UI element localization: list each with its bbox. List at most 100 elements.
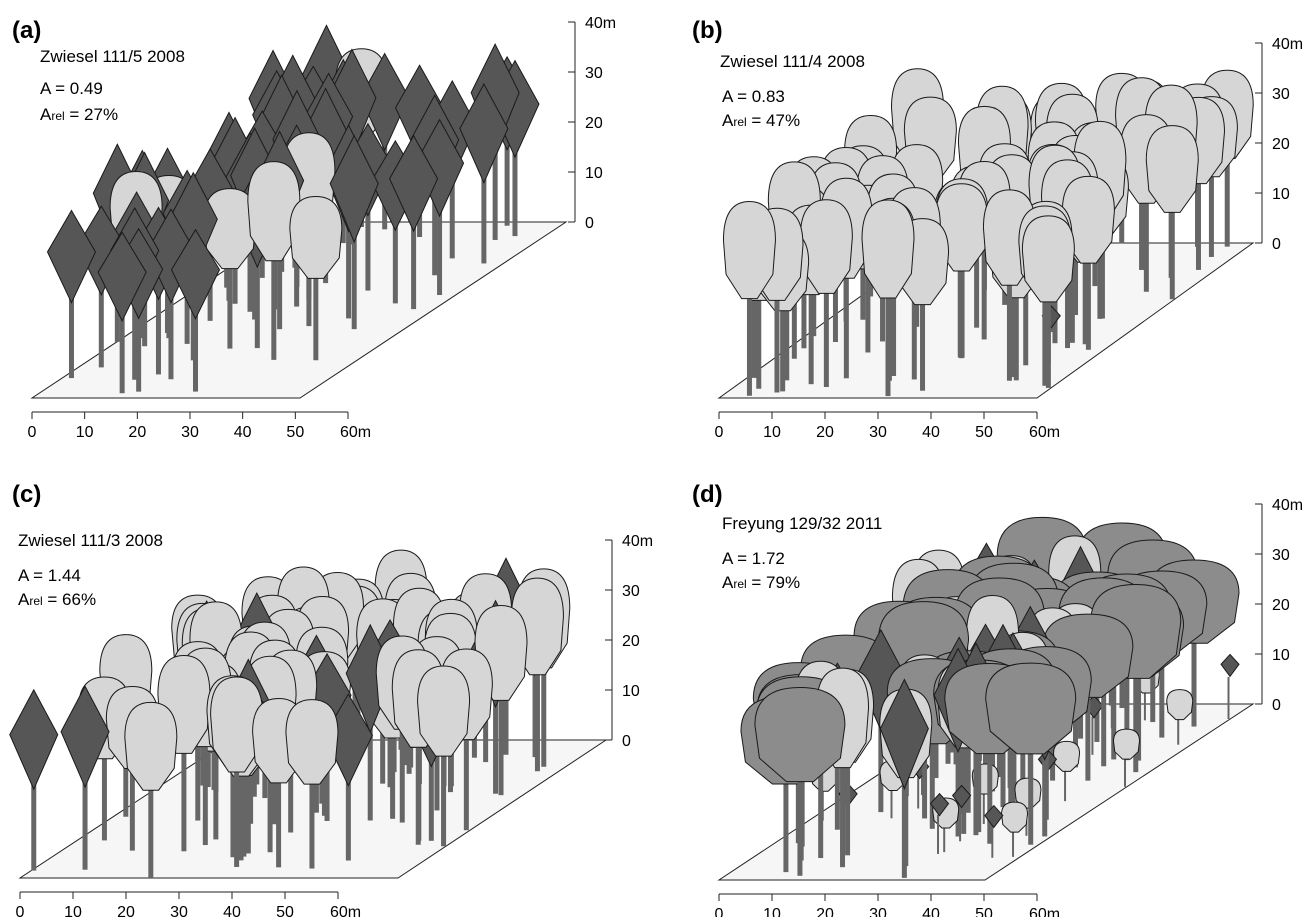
tree [1145, 125, 1199, 300]
tree-stem [840, 737, 846, 868]
tree-stem [1042, 725, 1048, 837]
tree-stem [463, 712, 469, 831]
x-tick-label: 40 [223, 904, 241, 917]
x-axis: 0 10 20 30 40 50 60m [16, 891, 361, 917]
tree-stem [1028, 726, 1034, 845]
z-tick-label: 40m [1272, 497, 1303, 514]
tree-stem [313, 253, 319, 361]
tree-stem [234, 743, 240, 867]
tree [1053, 740, 1081, 802]
tree-stem [890, 780, 893, 819]
conifer-crown [146, 208, 196, 304]
tree-stem [976, 720, 982, 833]
z-tick-label: 30 [622, 583, 640, 600]
arel-value: Arel = 47% [722, 111, 800, 130]
tree-stem [428, 733, 434, 841]
x-tick-label: 20 [128, 424, 146, 441]
tree [46, 209, 97, 379]
broadleaf-crown [285, 699, 339, 785]
tree-stem [271, 230, 277, 360]
tree-stem [801, 242, 807, 349]
tree-stem [1023, 260, 1029, 366]
z-tick-label: 30 [1272, 547, 1290, 564]
tree-stem [974, 222, 980, 328]
tree [289, 196, 343, 361]
tree-stem [492, 112, 498, 240]
tree-stem [181, 724, 187, 852]
tree [285, 699, 339, 869]
z-tick-label: 10 [1272, 647, 1290, 664]
z-tick-label: 20 [622, 633, 640, 650]
panel-letter: (a) [12, 17, 41, 44]
conifer-crown [951, 784, 972, 809]
z-tick-label: 0 [1272, 236, 1281, 253]
tree-stem [1177, 708, 1180, 745]
tree-stem [534, 645, 540, 772]
x-tick-label: 0 [16, 904, 25, 917]
tree [1021, 215, 1075, 388]
tree-stem [512, 122, 518, 237]
tree-stem [1143, 683, 1146, 721]
x-tick-label: 0 [715, 424, 724, 441]
conifer-crown [414, 118, 465, 218]
tree-stem [1191, 618, 1197, 727]
x-tick-label: 10 [76, 424, 94, 441]
tree-stem [901, 748, 907, 878]
tree [417, 665, 471, 847]
broadleaf-crown [1021, 215, 1075, 303]
x-tick-label: 10 [64, 904, 82, 917]
tree-stem [1091, 716, 1094, 755]
a-value: A = 1.44 [18, 566, 81, 585]
broadleaf-crown [722, 201, 776, 300]
tree-stem [504, 115, 510, 226]
tree-stem [1143, 176, 1149, 292]
tree-stem [68, 269, 74, 379]
tree-stem [1208, 152, 1214, 257]
tree [124, 701, 178, 878]
tree-stem [498, 671, 504, 796]
tree-stem [959, 805, 962, 842]
tree-stem [834, 721, 840, 830]
conifer-crown [929, 792, 950, 817]
tree-stem [367, 693, 373, 821]
z-tick-label: 20 [1272, 597, 1290, 614]
x-tick-label: 20 [816, 424, 834, 441]
plot-name: Zwiesel 111/4 2008 [720, 52, 865, 71]
x-tick-label: 50 [286, 424, 304, 441]
tree-stem [254, 231, 260, 349]
z-tick-label: 10 [585, 165, 603, 182]
tree-stem [168, 268, 174, 380]
z-tick-label: 10 [622, 683, 640, 700]
tree-stem [746, 269, 752, 396]
tree-stem [1124, 639, 1130, 761]
conifer-crown [170, 228, 221, 320]
tree-stem [276, 757, 282, 868]
tree-stem [411, 196, 417, 310]
conifer-crown [329, 134, 379, 244]
z-axis: 0 10 20 30 40m [1255, 497, 1303, 714]
x-tick-label: 20 [816, 906, 834, 917]
tree-stem [1082, 237, 1088, 345]
panel-c: 0 10 20 30 40 50 60m 0 10 20 30 40m (c) Zwiesel 11… [9, 481, 653, 917]
tree [60, 685, 110, 870]
z-tick-label: 40m [585, 15, 616, 32]
tree-stem [230, 739, 236, 858]
tree [1112, 728, 1141, 787]
tree-stem [432, 158, 438, 276]
tree-stem [843, 248, 849, 379]
tree-stem [1085, 237, 1091, 350]
tree-stem [1133, 650, 1139, 773]
tree [799, 199, 853, 388]
tree-stem [1159, 629, 1165, 738]
tree [985, 662, 1077, 845]
x-tick-label: 60m [1029, 424, 1060, 441]
plot-name: Freyung 129/32 2011 [722, 514, 882, 533]
tree [170, 228, 221, 392]
z-tick-label: 40m [1272, 36, 1303, 53]
a-value: A = 0.49 [40, 79, 103, 98]
broadleaf-crown [985, 662, 1077, 755]
tree-stem [920, 278, 926, 391]
tree [389, 134, 439, 310]
tree-stem [917, 774, 920, 809]
tree-stem [119, 288, 125, 394]
